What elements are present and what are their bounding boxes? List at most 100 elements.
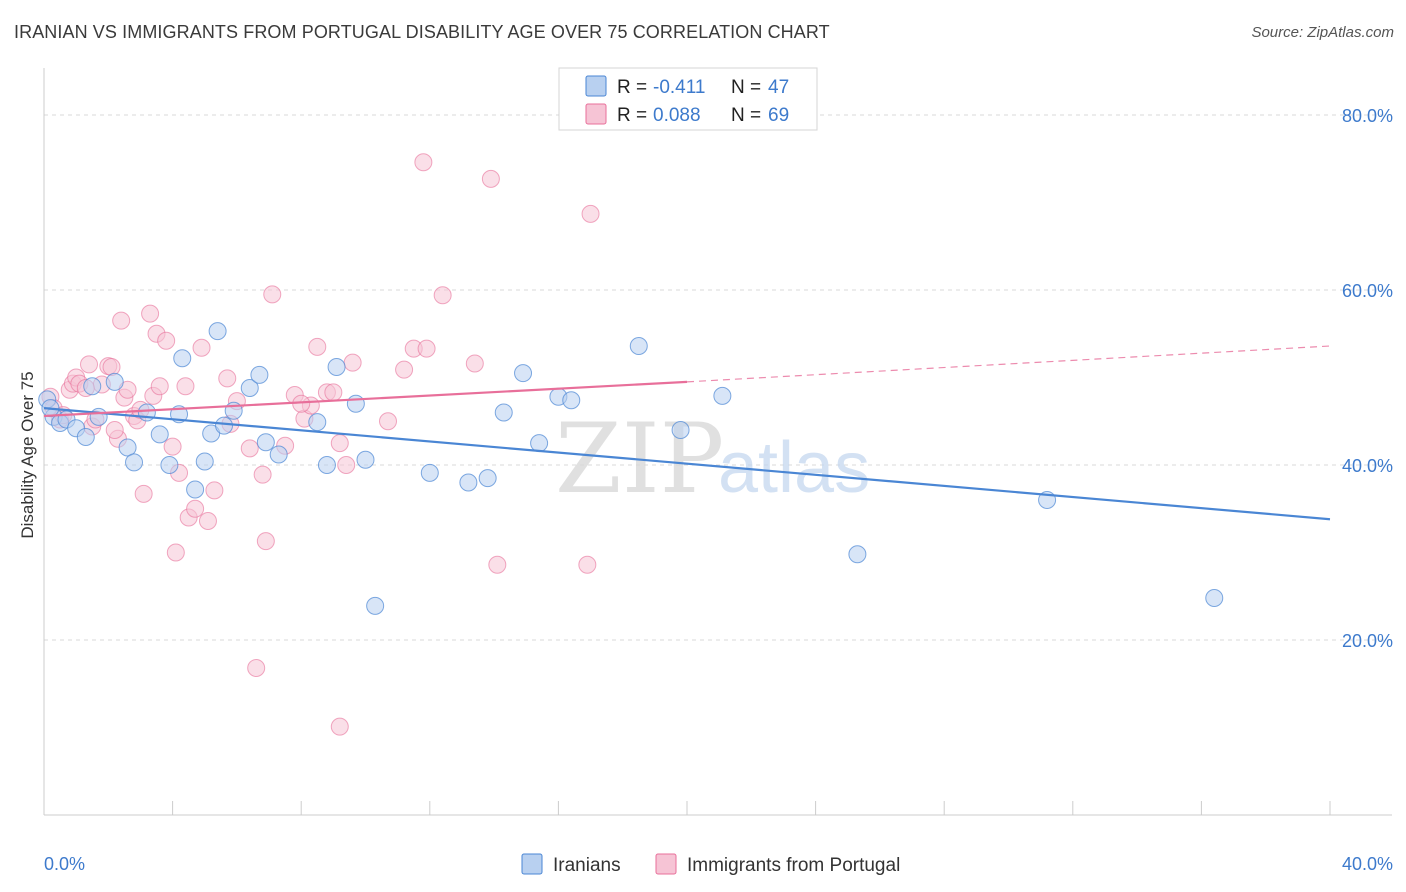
- portugal-point: [80, 355, 99, 374]
- y-tick-label: 60.0%: [1342, 281, 1393, 301]
- portugal-point: [176, 377, 195, 396]
- portugal-legend-label: Immigrants from Portugal: [687, 855, 900, 876]
- iranians-point: [530, 434, 549, 453]
- iranians-point: [420, 463, 439, 482]
- portugal-point: [414, 153, 433, 172]
- iranians-point: [327, 358, 346, 376]
- portugal-point: [256, 532, 275, 551]
- iranians-point: [125, 453, 144, 472]
- portugal-point: [324, 383, 343, 402]
- portugal-trend-line: [43, 380, 688, 418]
- iranians-point: [118, 438, 137, 457]
- portugal-trend-extension: [686, 345, 1331, 383]
- portugal-point: [379, 412, 398, 431]
- chart-title: IRANIAN VS IMMIGRANTS FROM PORTUGAL DISA…: [14, 22, 830, 42]
- iranians-point: [256, 433, 275, 452]
- portugal-point: [166, 543, 185, 562]
- portugal-swatch: [585, 103, 607, 125]
- portugal-point: [308, 337, 327, 356]
- portugal-point: [330, 434, 349, 453]
- portugal-point: [247, 659, 266, 677]
- iranians-point: [215, 416, 234, 435]
- portugal-point: [205, 481, 224, 500]
- portugal-point: [433, 286, 452, 305]
- portugal-point: [337, 456, 356, 474]
- r-label: R =: [617, 77, 647, 98]
- portugal-point: [118, 380, 137, 399]
- n-label: N =: [731, 105, 761, 126]
- portugal-point: [157, 331, 176, 350]
- iranians-point: [160, 456, 179, 474]
- iranians-point: [514, 364, 533, 383]
- source-credit: Source: ZipAtlas.com: [1251, 24, 1394, 41]
- iranians-point: [848, 545, 867, 564]
- x-tick-label: 40.0%: [1342, 854, 1393, 874]
- iranians-point: [494, 403, 513, 422]
- axes: [43, 68, 1392, 816]
- iranians-point: [671, 421, 690, 439]
- iranians-legend-swatch: [521, 853, 543, 875]
- iranians-point: [562, 391, 581, 410]
- n-value: 69: [768, 105, 789, 126]
- iranians-point: [76, 428, 95, 446]
- r-value: -0.411: [653, 77, 705, 98]
- grid-lines: [44, 114, 1392, 641]
- iranians-point: [1205, 589, 1224, 607]
- n-label: N =: [731, 77, 761, 98]
- tick-labels: 20.0% 40.0% 60.0% 80.0% 0.0% 40.0%: [44, 106, 1393, 874]
- portugal-point: [481, 169, 500, 188]
- portugal-point: [198, 512, 217, 530]
- x-tick-label: 0.0%: [44, 854, 85, 874]
- portugal-point: [105, 421, 124, 439]
- portugal-point: [102, 358, 121, 376]
- trend-lines: [43, 345, 1331, 521]
- portugal-point: [578, 555, 597, 574]
- portugal-point: [330, 717, 349, 736]
- iranians-point: [478, 469, 497, 488]
- iranians-point: [105, 372, 124, 391]
- portugal-point: [163, 437, 182, 456]
- portugal-point: [343, 353, 362, 372]
- iranians-trend-line: [43, 407, 1331, 521]
- portugal-point: [263, 285, 282, 304]
- iranians-point: [366, 596, 385, 615]
- portugal-point: [112, 311, 131, 330]
- portugal-point: [218, 369, 237, 388]
- iranians-point: [208, 322, 227, 341]
- series-iranians-points: [38, 322, 1224, 615]
- series-legend: Iranians Immigrants from Portugal: [521, 853, 900, 876]
- iranians-point: [89, 407, 108, 426]
- portugal-point: [240, 439, 259, 458]
- iranians-point: [186, 480, 205, 499]
- y-tick-label: 80.0%: [1342, 106, 1393, 126]
- portugal-point: [465, 354, 484, 373]
- portugal-point: [186, 499, 205, 518]
- portugal-point: [192, 338, 211, 357]
- iranians-point: [629, 337, 648, 355]
- portugal-point: [253, 465, 272, 484]
- iranians-point: [269, 445, 288, 464]
- iranians-point: [240, 379, 259, 397]
- n-value: 47: [768, 77, 789, 98]
- iranians-swatch: [585, 75, 607, 97]
- iranians-point: [195, 452, 214, 471]
- iranians-point: [346, 394, 365, 413]
- portugal-point: [141, 304, 160, 323]
- iranians-point: [459, 473, 478, 492]
- iranians-point: [308, 413, 327, 432]
- iranians-point: [150, 425, 169, 444]
- iranians-point: [250, 365, 269, 384]
- iranians-point: [173, 349, 192, 368]
- portugal-legend-swatch: [655, 853, 677, 875]
- portugal-point: [395, 360, 414, 379]
- iranians-point: [202, 424, 221, 443]
- r-label: R =: [617, 105, 647, 126]
- stats-legend: R = -0.411 N = 47 R = 0.088 N = 69: [558, 67, 818, 131]
- watermark: ZIP atlas: [555, 403, 870, 515]
- portugal-point: [150, 377, 169, 396]
- iranians-point: [83, 377, 102, 396]
- iranians-point: [317, 456, 336, 474]
- portugal-point: [417, 339, 436, 358]
- y-tick-label: 20.0%: [1342, 631, 1393, 651]
